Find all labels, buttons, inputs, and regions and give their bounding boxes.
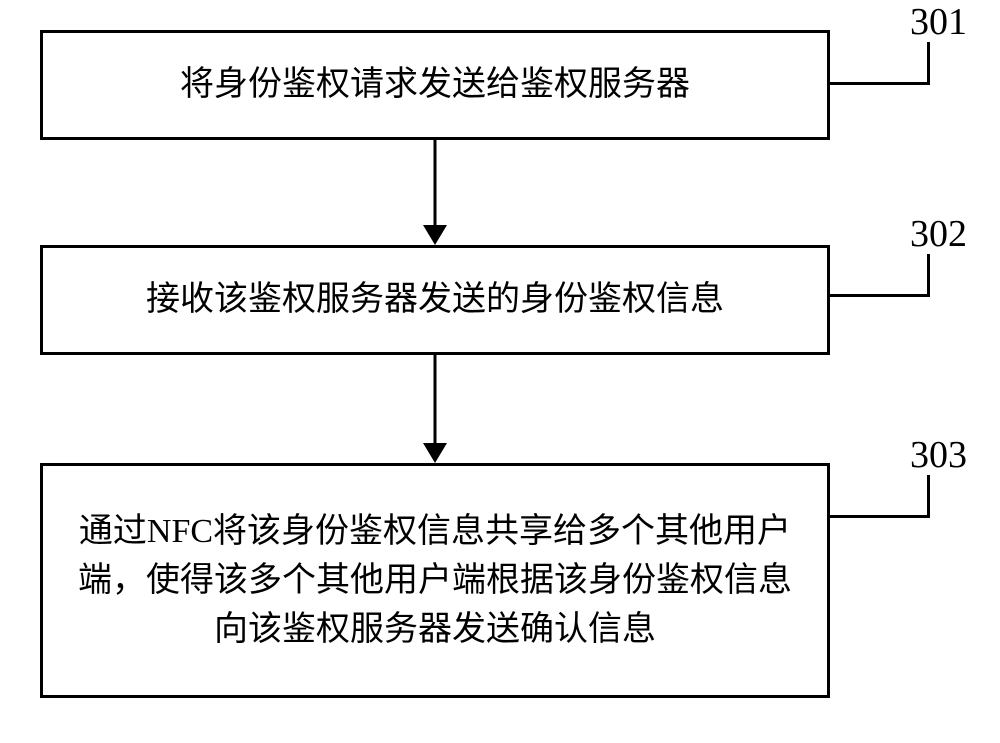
label-302: 302 bbox=[910, 212, 967, 256]
leader-303-v bbox=[927, 475, 930, 518]
leader-302-h bbox=[830, 294, 930, 297]
label-303: 303 bbox=[910, 433, 967, 477]
flow-box-303: 通过NFC将该身份鉴权信息共享给多个其他用户端，使得该多个其他用户端根据该身份鉴… bbox=[40, 463, 830, 698]
arrow-1-head bbox=[423, 225, 447, 245]
leader-301-h bbox=[830, 82, 930, 85]
arrow-2-line bbox=[434, 355, 437, 443]
flow-box-302: 接收该鉴权服务器发送的身份鉴权信息 bbox=[40, 245, 830, 355]
arrow-1-line bbox=[434, 140, 437, 225]
arrow-2-head bbox=[423, 443, 447, 463]
flow-box-301: 将身份鉴权请求发送给鉴权服务器 bbox=[40, 30, 830, 140]
flowchart-canvas: 将身份鉴权请求发送给鉴权服务器 301 接收该鉴权服务器发送的身份鉴权信息 30… bbox=[0, 0, 1000, 743]
leader-303-h bbox=[830, 515, 930, 518]
leader-302-v bbox=[927, 254, 930, 297]
label-301: 301 bbox=[910, 0, 967, 44]
flow-box-302-text: 接收该鉴权服务器发送的身份鉴权信息 bbox=[63, 275, 807, 324]
flow-box-303-text: 通过NFC将该身份鉴权信息共享给多个其他用户端，使得该多个其他用户端根据该身份鉴… bbox=[63, 507, 807, 655]
leader-301-v bbox=[927, 42, 930, 85]
flow-box-301-text: 将身份鉴权请求发送给鉴权服务器 bbox=[63, 60, 807, 109]
